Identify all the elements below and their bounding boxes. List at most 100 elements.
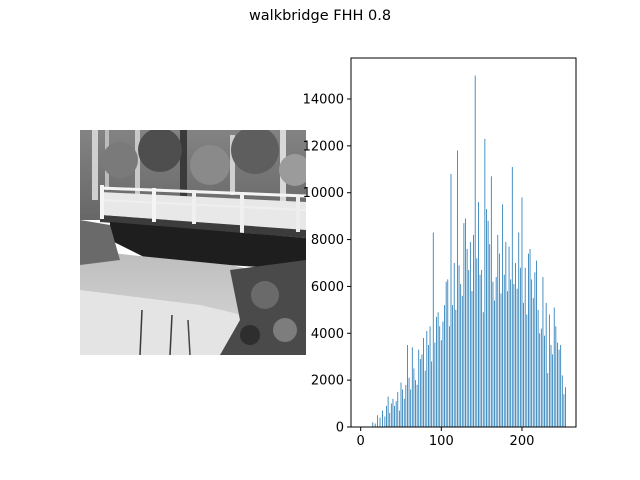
histogram-bar bbox=[413, 368, 415, 427]
histogram-bar bbox=[416, 384, 418, 427]
y-tick-label: 8000 bbox=[311, 233, 344, 248]
histogram-bar bbox=[387, 396, 389, 427]
histogram-bar bbox=[463, 223, 465, 427]
histogram-bar bbox=[529, 248, 531, 427]
histogram-bar bbox=[434, 342, 436, 427]
histogram-bar bbox=[563, 394, 565, 427]
histogram-bar bbox=[379, 417, 381, 427]
histogram-bar bbox=[407, 345, 408, 427]
histogram-bar bbox=[545, 302, 547, 427]
histogram-bar bbox=[523, 302, 524, 427]
x-axis: 0 100 200 bbox=[357, 427, 535, 449]
histogram-bar bbox=[392, 398, 394, 427]
histogram-bar bbox=[432, 232, 434, 427]
histogram-bar bbox=[390, 403, 392, 427]
histogram-bar bbox=[436, 316, 437, 427]
x-tick-label: 100 bbox=[429, 434, 454, 449]
histogram-bar bbox=[408, 377, 410, 427]
histogram-bar bbox=[542, 277, 544, 427]
histogram-bar bbox=[492, 281, 494, 427]
histogram-bar bbox=[453, 263, 455, 427]
histogram-bar bbox=[452, 305, 454, 427]
histogram-bar bbox=[440, 340, 442, 427]
histogram-bar bbox=[537, 309, 539, 427]
histogram-bar bbox=[468, 270, 470, 427]
histogram-bar bbox=[421, 354, 423, 427]
histogram-bar bbox=[437, 312, 439, 427]
histogram-bar bbox=[489, 244, 491, 427]
histogram-bar bbox=[565, 387, 566, 427]
histogram-bar bbox=[540, 328, 542, 427]
histogram-bar bbox=[411, 347, 413, 427]
histogram-bar bbox=[534, 272, 536, 427]
histogram-bar bbox=[560, 345, 562, 427]
x-tick-label: 200 bbox=[510, 434, 535, 449]
histogram-bar bbox=[445, 281, 447, 427]
histogram-bar bbox=[502, 204, 504, 427]
histogram-bar bbox=[500, 293, 502, 427]
histogram-bar bbox=[505, 241, 507, 427]
histogram-bar bbox=[508, 246, 510, 427]
histogram-bar bbox=[400, 382, 402, 427]
histogram-bar bbox=[410, 389, 412, 427]
histogram-bar bbox=[495, 277, 497, 427]
histogram-bar bbox=[405, 384, 407, 427]
histogram-bar bbox=[532, 298, 534, 427]
histogram-bar bbox=[510, 279, 512, 427]
histogram-bar bbox=[519, 267, 521, 427]
histogram-bar bbox=[526, 314, 528, 427]
histogram-bar bbox=[397, 391, 399, 427]
histogram-bar bbox=[389, 412, 391, 427]
histogram-bar bbox=[426, 330, 428, 427]
histogram-bar bbox=[398, 410, 400, 427]
histogram-bar bbox=[466, 248, 468, 427]
histogram-bar bbox=[377, 415, 379, 427]
histogram-bar bbox=[444, 305, 445, 427]
histogram-bar bbox=[473, 234, 474, 427]
y-axis: 0 2000 4000 6000 8000 10000 12000 14000 bbox=[303, 93, 351, 436]
histogram-bar bbox=[507, 291, 508, 427]
histogram-bar bbox=[516, 288, 518, 427]
histogram-bar bbox=[455, 309, 457, 427]
histogram-bar bbox=[460, 284, 462, 427]
histogram-bar bbox=[484, 138, 486, 427]
histogram-bar bbox=[429, 326, 431, 427]
histogram-bar bbox=[555, 326, 557, 427]
histogram-bar bbox=[457, 150, 458, 428]
histogram-bar bbox=[476, 258, 478, 427]
histogram-bar bbox=[395, 401, 397, 427]
histogram-bar bbox=[503, 274, 505, 427]
histogram-bar bbox=[548, 314, 550, 427]
histogram-bar bbox=[524, 267, 526, 427]
histogram-bar bbox=[553, 307, 555, 427]
histogram-bar bbox=[386, 405, 387, 427]
histogram-bar bbox=[423, 337, 424, 427]
histogram-bar bbox=[536, 260, 537, 427]
bridge-photo bbox=[80, 130, 306, 355]
histogram-bar bbox=[494, 300, 495, 427]
histogram-bar bbox=[384, 416, 386, 427]
histogram-bar bbox=[557, 342, 558, 427]
histogram-bar bbox=[431, 361, 433, 427]
y-tick-label: 6000 bbox=[311, 280, 344, 295]
histogram-bar bbox=[374, 423, 376, 427]
y-tick-label: 14000 bbox=[303, 93, 344, 108]
histogram-bar bbox=[539, 333, 541, 427]
histogram-bar bbox=[402, 389, 404, 427]
histogram-bar bbox=[531, 279, 533, 427]
histogram-bar bbox=[481, 270, 483, 427]
histogram-bar bbox=[428, 345, 429, 427]
histogram-bar bbox=[447, 279, 449, 427]
y-tick-label: 2000 bbox=[311, 374, 344, 389]
histogram-bar bbox=[403, 398, 405, 427]
figure-title: walkbridge FHH 0.8 bbox=[248, 8, 392, 24]
histogram-bar bbox=[461, 295, 463, 427]
histogram-bar bbox=[511, 166, 513, 427]
histogram-bar bbox=[450, 173, 452, 427]
histogram-bar bbox=[550, 345, 552, 427]
histogram-bar bbox=[482, 312, 484, 427]
y-tick-label: 12000 bbox=[303, 139, 344, 154]
y-tick-label: 4000 bbox=[311, 327, 344, 342]
